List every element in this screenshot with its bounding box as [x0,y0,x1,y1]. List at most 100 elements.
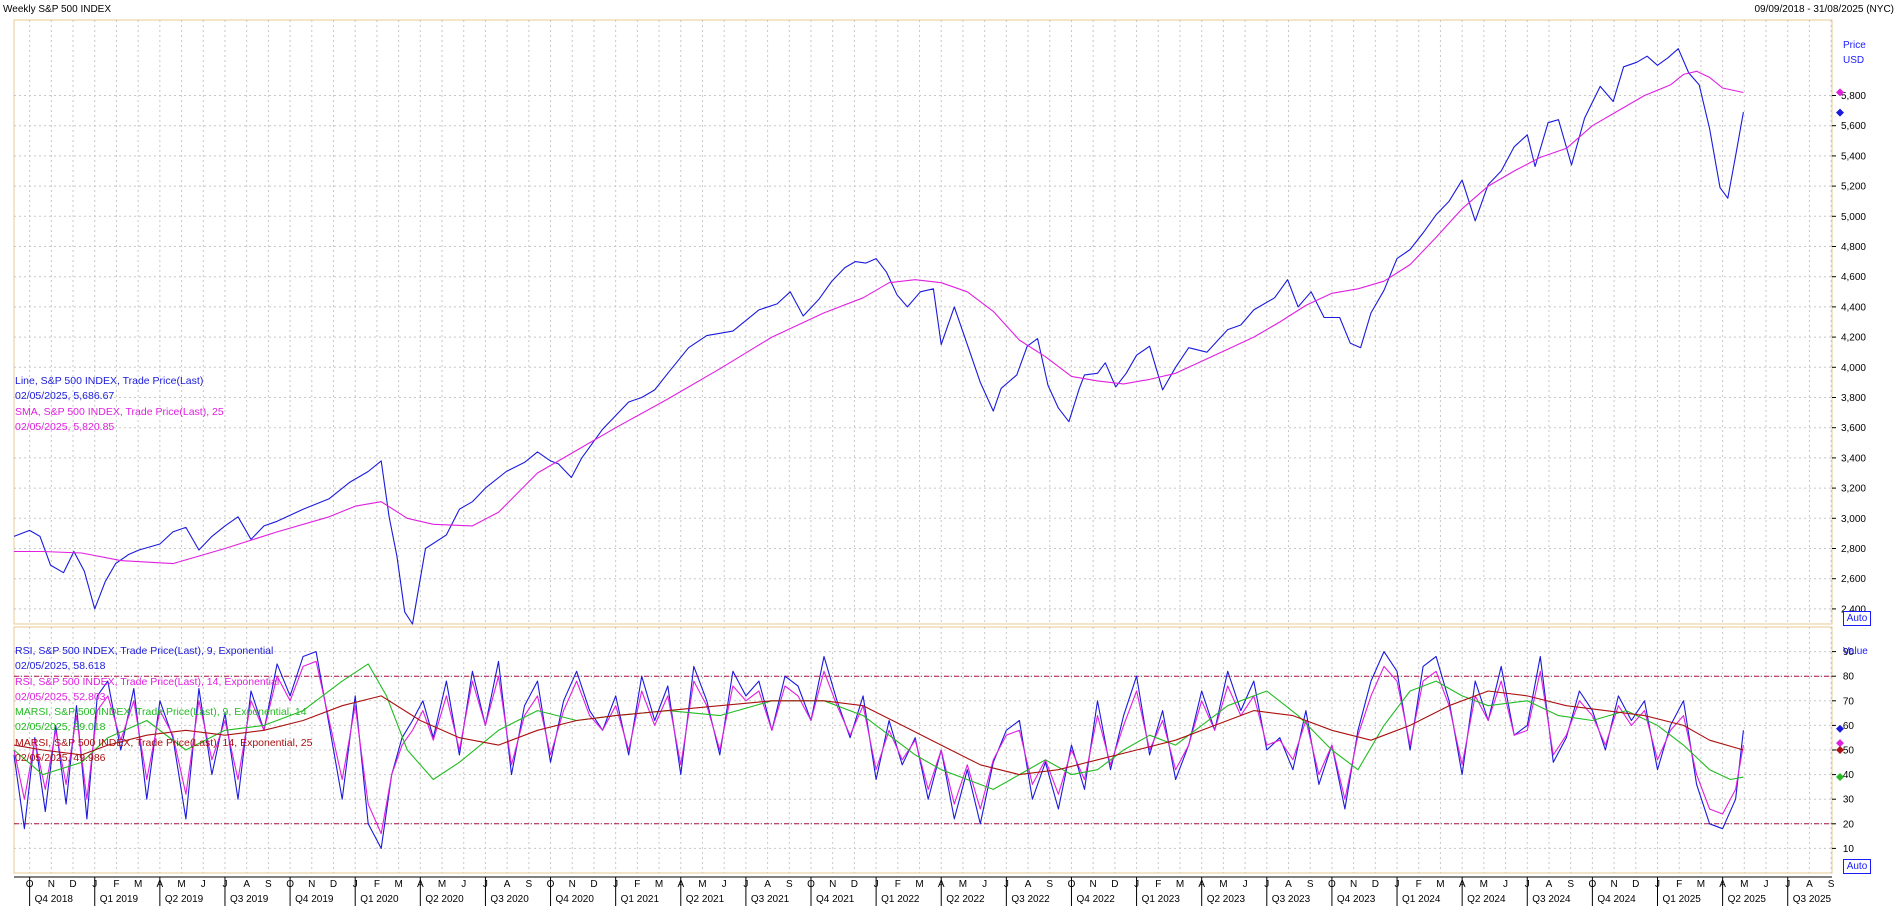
chart-title: Weekly S&P 500 INDEX [3,4,112,15]
month-tick-label: M [438,879,446,890]
month-tick-label: A [504,879,511,890]
price-legend: Line, S&P 500 INDEX, Trade Price(Last) 0… [15,374,224,435]
quarter-tick-label: Q4 2023 [1337,894,1376,905]
month-tick-label: J [722,879,727,890]
month-tick-label: M [959,879,967,890]
osc-tick-label: 70 [1843,696,1855,707]
price-tick-label: 2,800 [1841,544,1866,555]
price-grid [14,20,1832,624]
price-tick-label: 3,800 [1841,393,1866,404]
month-tick-label: D [1372,879,1379,890]
osc-legend-rsi9-label: RSI, S&P 500 INDEX, Trade Price(Last), 9… [15,645,274,657]
month-tick-label: F [1676,879,1682,890]
price-axis-unit: USD [1843,55,1864,66]
month-tick-label: M [177,879,185,890]
quarter-tick-label: Q3 2019 [230,894,269,905]
price-legend-line-label: Line, S&P 500 INDEX, Trade Price(Last) [15,375,204,387]
month-tick-label: M [1697,879,1705,890]
oscillator-series-layer [13,651,1744,849]
month-tick-label: S [1828,879,1835,890]
month-tick-label: A [1285,879,1292,890]
quarter-tick-label: Q2 2022 [946,894,985,905]
month-tick-label: D [330,879,337,890]
month-tick-label: F [1155,879,1161,890]
month-tick-label: F [634,879,640,890]
quarter-tick-label: Q4 2019 [295,894,334,905]
price-series-layer [13,48,1744,625]
month-tick-label: A [1025,879,1032,890]
month-tick-label: M [1436,879,1444,890]
price-line-series [13,48,1744,625]
quarter-tick-label: Q2 2021 [686,894,725,905]
month-tick-label: N [1610,879,1617,890]
month-tick-label: M [134,879,142,890]
price-tick-label: 2,600 [1841,574,1866,585]
price-tick-label: 4,000 [1841,363,1866,374]
month-tick-label: A [1806,879,1813,890]
osc-tick-label: 10 [1843,844,1855,855]
month-tick-label: M [1219,879,1227,890]
month-tick-label: D [590,879,597,890]
osc-tick-label: 30 [1843,795,1855,806]
osc-legend-rsi14-label: RSI, S&P 500 INDEX, Trade Price(Last), 1… [15,675,280,688]
quarter-tick-label: Q4 2020 [556,894,595,905]
date-range: 09/09/2018 - 31/08/2025 (NYC) [1754,4,1894,15]
last-value-markers [1836,88,1844,782]
month-tick-label: D [69,879,76,890]
osc-legend-marsi9-label: MARSI, S&P 500 INDEX, Trade Price(Last),… [15,706,307,719]
osc-tick-label: 60 [1843,721,1855,732]
month-tick-label: A [764,879,771,890]
price-tick-label: 4,200 [1841,333,1866,344]
price-tick-label: 5,600 [1841,121,1866,132]
quarter-tick-label: Q2 2019 [165,894,204,905]
month-tick-label: D [1111,879,1118,890]
month-tick-label: S [1567,879,1574,890]
month-tick-label: A [1546,879,1553,890]
osc-tick-label: 90 [1843,647,1855,658]
osc-tick-label: 50 [1843,746,1855,757]
month-tick-label: F [895,879,901,890]
osc-last-marker [1836,773,1844,782]
marsi-9-series [13,663,1744,790]
osc-last-marker [1836,746,1844,755]
month-tick-label: N [1350,879,1357,890]
quarter-tick-label: Q1 2025 [1662,894,1701,905]
month-tick-label: J [1243,879,1248,890]
price-axis: 2,400 2,600 2,800 3,000 3,200 3,400 3,600 3,800… [1832,91,1866,615]
month-tick-label: N [829,879,836,890]
price-tick-label: 2,400 [1841,604,1866,615]
month-tick-label: D [1632,879,1639,890]
osc-legend-marsi14-value: 02/05/2025, 49.986 [15,752,106,765]
price-legend-line-value: 02/05/2025, 5,686.67 [15,390,115,403]
quarter-tick-label: Q3 2022 [1011,894,1050,905]
month-tick-label: M [655,879,663,890]
osc-tick-label: 40 [1843,770,1855,781]
month-tick-label: J [1764,879,1769,890]
quarter-tick-label: Q1 2020 [360,894,399,905]
price-tick-label: 4,600 [1841,272,1866,283]
osc-legend-rsi9-value: 02/05/2025, 58.618 [15,660,106,673]
month-tick-label: F [1416,879,1422,890]
price-legend-sma-label: SMA, S&P 500 INDEX, Trade Price(Last), 2… [15,405,224,418]
quarter-tick-label: Q2 2025 [1728,894,1767,905]
osc-tick-label: 20 [1843,819,1855,830]
quarter-tick-label: Q1 2024 [1402,894,1441,905]
quarter-tick-label: Q1 2022 [881,894,920,905]
month-tick-label: M [1176,879,1184,890]
oscillator-auto-scale-button[interactable]: Auto [1843,859,1871,874]
quarter-tick-label: Q4 2021 [816,894,855,905]
month-tick-label: M [394,879,402,890]
month-tick-label: J [1503,879,1508,890]
month-tick-label: M [698,879,706,890]
quarter-tick-label: Q1 2021 [621,894,660,905]
price-axis-title: Price [1843,40,1866,51]
price-tick-label: 4,800 [1841,242,1866,253]
price-panel-frame [13,19,1833,625]
price-tick-label: 5,800 [1841,91,1866,102]
price-last-marker [1836,108,1844,117]
price-auto-scale-button[interactable]: Auto [1843,611,1871,626]
quarter-tick-label: Q2 2020 [425,894,464,905]
quarter-tick-label: Q3 2023 [1272,894,1311,905]
osc-last-marker [1836,739,1844,748]
month-tick-label: D [851,879,858,890]
